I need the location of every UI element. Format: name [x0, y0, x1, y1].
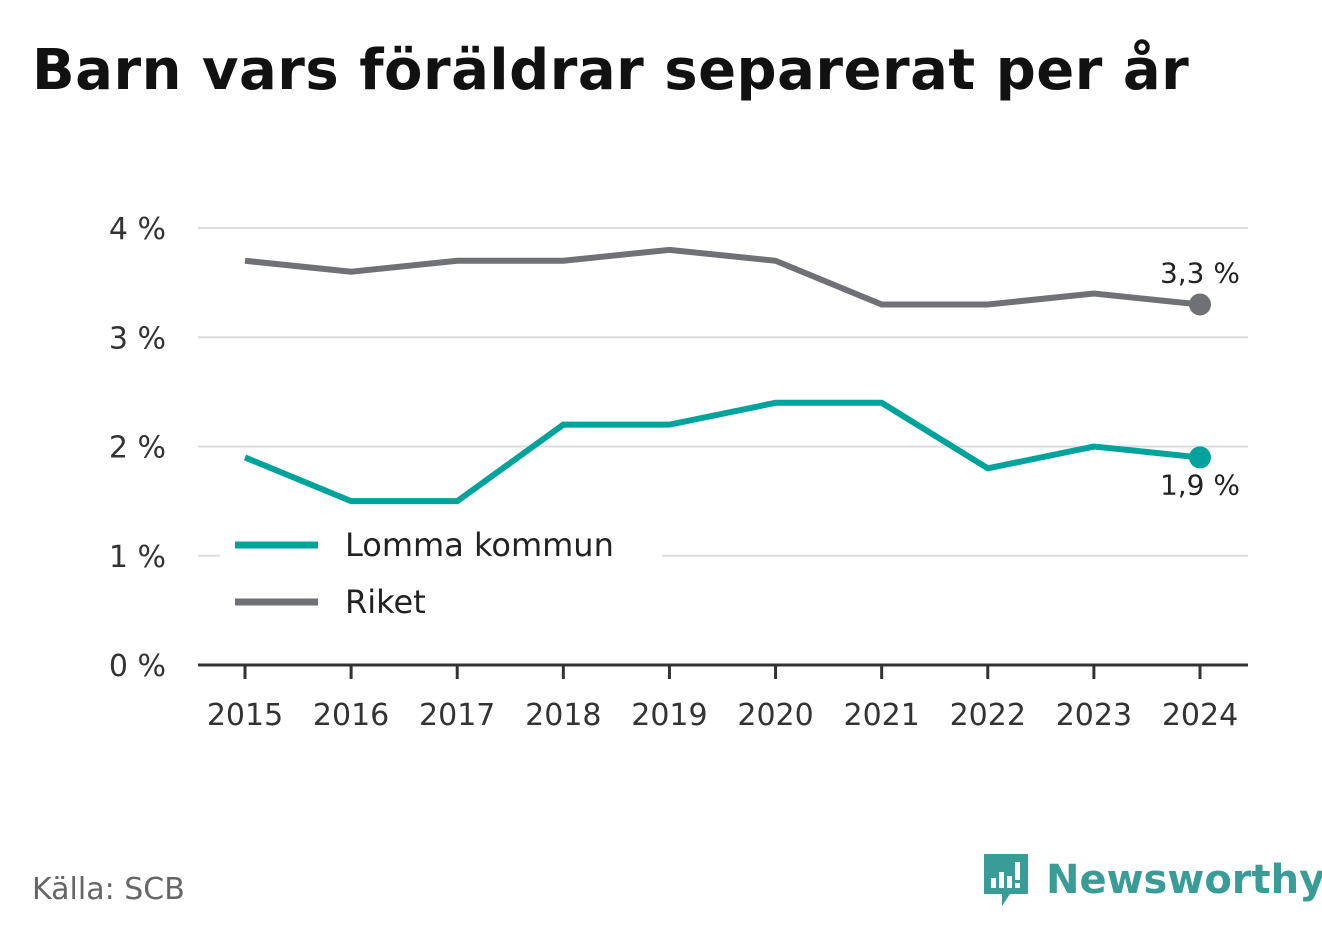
legend: Lomma kommun Riket: [220, 518, 662, 636]
x-tick-label: 2019: [631, 698, 707, 733]
source-note: Källa: SCB: [32, 872, 185, 907]
legend-background: [220, 518, 662, 636]
gridlines: [198, 227, 1248, 557]
end-point-marker: [1189, 446, 1211, 469]
brand-name: Newsworthy: [1046, 857, 1322, 903]
data-label: 1,9 %: [1160, 468, 1240, 501]
newsworthy-logo-icon: [984, 854, 1028, 906]
legend-label: Lomma kommun: [345, 526, 614, 564]
chart-title: Barn vars föräldrar separerat per år: [32, 38, 1190, 103]
newsworthy-logo: Newsworthy: [980, 850, 1322, 910]
end-point-marker: [1189, 293, 1211, 316]
x-tick-label: 2017: [419, 698, 495, 733]
series-lines: 1,9 % 3,3 %: [243, 246, 1240, 505]
x-tick-label: 2022: [950, 698, 1026, 733]
data-label: 3,3 %: [1160, 256, 1240, 289]
x-tick-label: 2015: [207, 698, 283, 733]
legend-label: Riket: [345, 583, 426, 621]
x-tick-label: 2021: [843, 698, 919, 733]
series-line-1: [244, 246, 1201, 308]
x-axis: 2015 2016 2017 2018 2019 2020 2021 2022 2023 2024: [198, 663, 1248, 733]
y-tick-label: 3 %: [109, 321, 166, 356]
x-tick-label: 2020: [737, 698, 813, 733]
x-tick-label: 2016: [313, 698, 389, 733]
y-axis-ticks: 0 % 1 % 2 % 3 % 4 %: [109, 212, 166, 684]
y-tick-label: 2 %: [109, 431, 166, 466]
y-tick-label: 0 %: [109, 649, 166, 684]
y-tick-label: 1 %: [109, 540, 166, 575]
x-tick-label: 2018: [525, 698, 601, 733]
x-tick-label: 2023: [1056, 698, 1132, 733]
x-tick-label: 2024: [1162, 698, 1238, 733]
y-tick-label: 4 %: [109, 212, 166, 247]
series-line-0: [243, 399, 1201, 505]
